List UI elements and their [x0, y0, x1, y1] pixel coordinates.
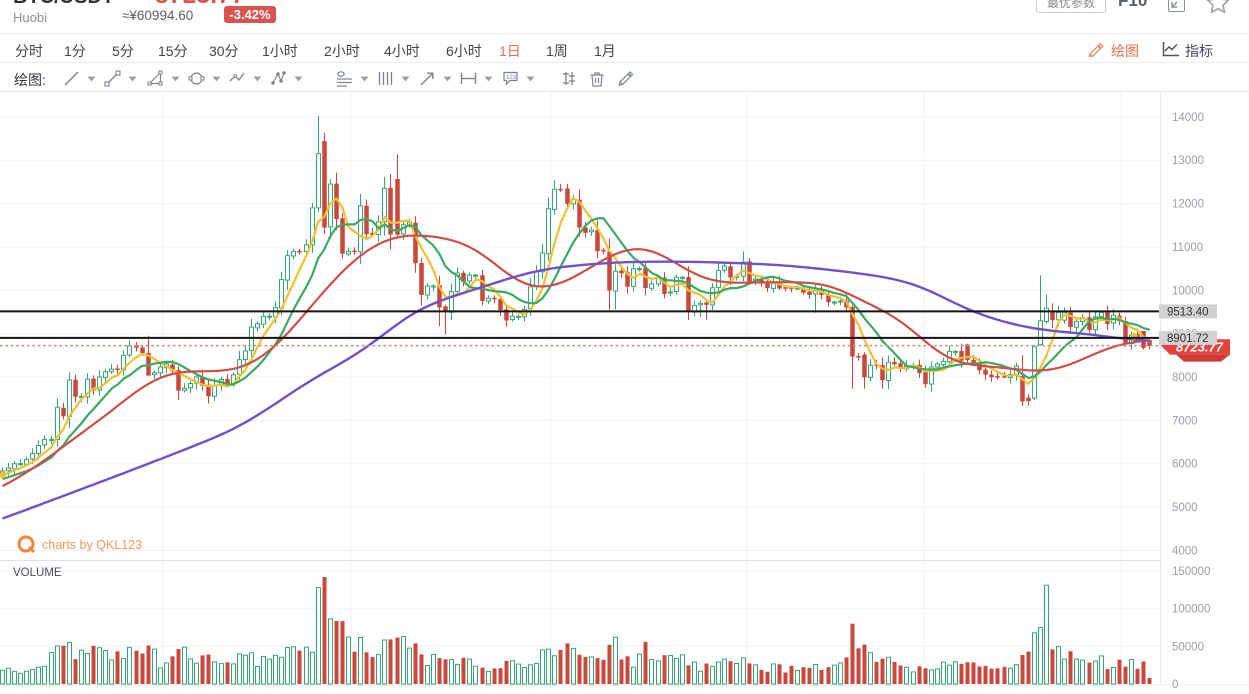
- svg-text:7000: 7000: [1172, 415, 1198, 427]
- svg-text:5000: 5000: [1172, 502, 1198, 514]
- svg-text:VOLUME: VOLUME: [13, 567, 62, 579]
- svg-text:6000: 6000: [1172, 459, 1198, 471]
- svg-text:50000: 50000: [1172, 641, 1204, 653]
- svg-text:100000: 100000: [1172, 604, 1210, 616]
- svg-text:123: 123: [506, 75, 517, 81]
- svg-text:11000: 11000: [1172, 242, 1203, 254]
- svg-text:14000: 14000: [1172, 112, 1204, 124]
- svg-text:8000: 8000: [1172, 372, 1198, 384]
- svg-text:13000: 13000: [1172, 155, 1204, 167]
- svg-text:9513.40: 9513.40: [1167, 306, 1209, 318]
- svg-text:150000: 150000: [1172, 566, 1210, 578]
- svg-text:0: 0: [1172, 679, 1178, 691]
- svg-text:4000: 4000: [1172, 545, 1198, 557]
- svg-text:charts by QKL123: charts by QKL123: [42, 538, 142, 552]
- svg-text:8901.72: 8901.72: [1167, 333, 1209, 345]
- svg-text:10000: 10000: [1172, 285, 1204, 297]
- svg-text:12000: 12000: [1172, 199, 1204, 211]
